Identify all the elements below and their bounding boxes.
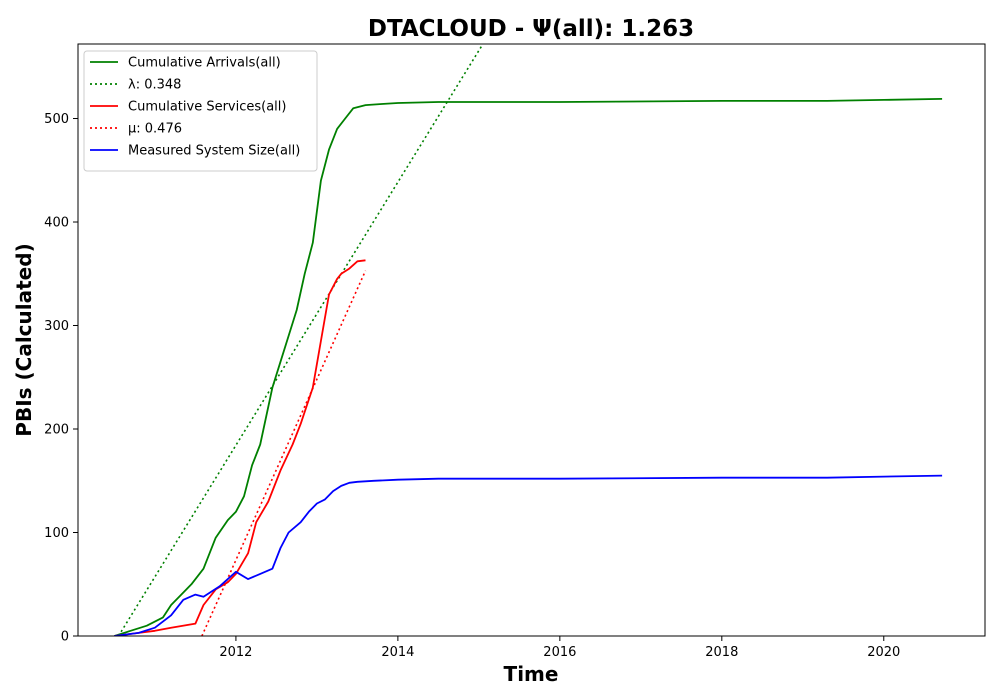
x-tick-label: 2012 xyxy=(219,645,252,660)
y-tick-label: 500 xyxy=(44,112,69,127)
series-line-2 xyxy=(117,44,484,636)
series-layer xyxy=(114,44,943,636)
legend-box xyxy=(83,50,318,172)
y-tick-label: 0 xyxy=(61,630,69,645)
series-line-5 xyxy=(114,474,943,636)
y-tick-label: 300 xyxy=(44,319,69,334)
plot-frame xyxy=(77,43,986,637)
series-line-3 xyxy=(114,259,366,636)
legend-label-5: Measured System Size(all) xyxy=(128,144,300,159)
legend-label-2: λ: 0.348 xyxy=(128,78,181,93)
y-axis-label: PBIs (Calculated) xyxy=(12,243,36,436)
y-tick-label: 200 xyxy=(44,423,69,438)
x-axis-label: Time xyxy=(504,662,559,686)
x-tick-label: 2018 xyxy=(705,645,738,660)
x-tick-label: 2014 xyxy=(381,645,414,660)
series-line-4 xyxy=(201,270,367,636)
chart-title: DTACLOUD - Ψ(all): 1.263 xyxy=(368,16,694,42)
legend: Cumulative Arrivals(all) λ: 0.348 Cumulati… xyxy=(83,50,318,172)
ticks-layer: 2012 2014 2016 2018 2020 0 100 200 300 400 500 xyxy=(44,112,900,660)
series-line-1 xyxy=(114,98,943,636)
y-tick-label: 400 xyxy=(44,216,69,231)
x-tick-label: 2020 xyxy=(867,645,900,660)
legend-label-3: Cumulative Services(all) xyxy=(128,100,286,115)
x-tick-label: 2016 xyxy=(543,645,576,660)
y-tick-label: 100 xyxy=(44,526,69,541)
legend-label-4: μ: 0.476 xyxy=(128,122,182,137)
legend-label-1: Cumulative Arrivals(all) xyxy=(128,56,281,71)
